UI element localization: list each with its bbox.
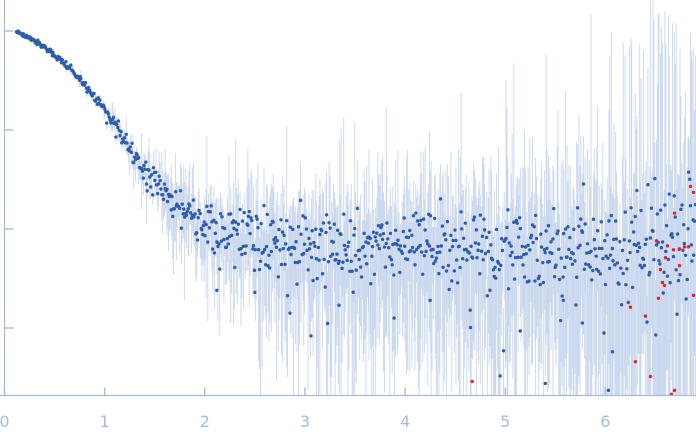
x-tick-labels-layer: 0 1 2 3 4 5 6 <box>0 412 610 431</box>
red-outlier-point <box>671 248 676 252</box>
low-outlier-point <box>215 288 219 293</box>
outlier-points-layer <box>470 184 696 397</box>
low-outlier-point <box>253 290 257 295</box>
low-outlier-point <box>309 334 313 338</box>
red-outlier-point <box>682 245 687 249</box>
low-outlier-point <box>543 381 548 386</box>
data-points-layer <box>14 29 696 393</box>
red-outlier-point <box>677 247 682 251</box>
red-outlier-point <box>628 305 633 309</box>
red-outlier-point <box>658 267 663 272</box>
red-outlier-point <box>656 296 661 300</box>
x-tick-label: 3 <box>300 412 310 431</box>
low-outlier-point <box>288 311 292 315</box>
x-tick-label: 2 <box>200 412 210 431</box>
red-outlier-point <box>691 293 696 298</box>
error-bars-layer <box>16 0 696 395</box>
low-outlier-point <box>606 388 611 393</box>
low-outlier-point <box>561 298 566 302</box>
low-outlier-point <box>518 329 522 333</box>
x-tick-label: 6 <box>600 412 610 431</box>
x-tick-label: 1 <box>100 412 110 431</box>
low-outlier-point <box>580 321 585 325</box>
red-outlier-point <box>643 314 648 318</box>
red-outlier-point <box>648 374 653 379</box>
red-outlier-point <box>633 359 638 364</box>
red-outlier-point <box>686 245 691 249</box>
red-outlier-point <box>470 379 474 384</box>
red-outlier-point <box>665 244 670 248</box>
x-tick-label: 4 <box>400 412 410 431</box>
low-outlier-point <box>468 308 472 312</box>
red-outlier-point <box>688 184 693 189</box>
low-outlier-point <box>392 316 396 320</box>
red-outlier-point <box>672 211 677 215</box>
low-outlier-point <box>428 298 432 302</box>
red-outlier-point <box>660 280 665 285</box>
x-tick-label: 0 <box>0 412 10 431</box>
low-outlier-point <box>337 303 341 307</box>
red-outlier-point <box>662 283 667 288</box>
low-outlier-point <box>610 350 615 354</box>
tick-marks-layer <box>3 30 607 396</box>
red-outlier-point <box>672 388 677 393</box>
red-outlier-point <box>691 190 696 195</box>
red-outlier-point <box>677 263 682 268</box>
axes-layer <box>0 0 696 397</box>
red-outlier-point <box>654 239 659 243</box>
x-tick-label: 5 <box>500 412 510 431</box>
red-outlier-point <box>663 256 668 260</box>
